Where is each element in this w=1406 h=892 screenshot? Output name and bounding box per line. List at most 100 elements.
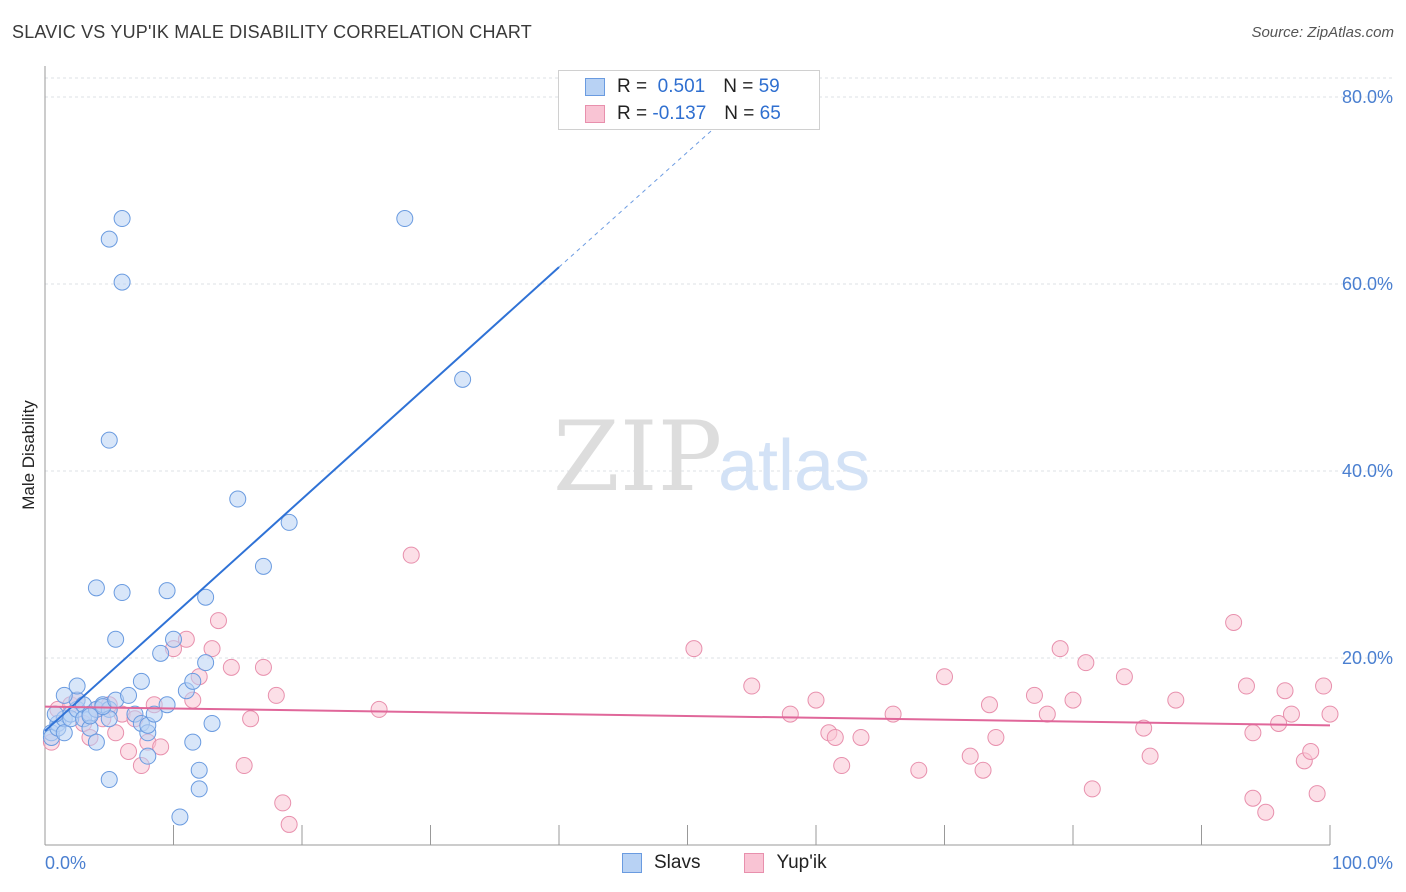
- yupik-point: [1077, 654, 1095, 672]
- x-tick-label: 100.0%: [1332, 853, 1393, 873]
- yupik-point: [974, 761, 992, 779]
- legend-n-value: 59: [758, 76, 780, 97]
- slavs-point: [87, 733, 105, 751]
- slavs-point: [113, 584, 131, 602]
- yupik-point: [1282, 705, 1300, 723]
- slavs-legend-label: Slavs: [654, 852, 701, 873]
- yupik-point: [120, 743, 138, 760]
- yupik-point: [222, 658, 240, 676]
- yupik-point: [254, 658, 272, 676]
- legend-r-value: -0.137: [652, 103, 707, 124]
- slavs-point: [145, 705, 163, 723]
- slavs-point: [132, 672, 150, 690]
- gridlines: [45, 77, 1395, 659]
- slavs-point: [396, 210, 414, 228]
- legend-r-label: R =: [617, 76, 648, 97]
- slavs-point: [280, 513, 298, 531]
- slavs-point: [184, 733, 202, 751]
- yupik-point: [1244, 789, 1262, 807]
- yupik-point: [203, 640, 221, 658]
- legend-n-label: N =: [724, 103, 755, 124]
- yupik-point: [1025, 686, 1043, 704]
- slavs-point: [120, 686, 138, 704]
- slavs-point: [113, 273, 131, 291]
- slavs-swatch: [585, 78, 605, 96]
- yupik-point: [781, 705, 799, 723]
- slavs-point: [165, 630, 182, 648]
- series-legend: Slavs Yup'ik: [622, 852, 871, 874]
- yupik-point: [209, 612, 227, 630]
- trend-lines: [44, 117, 1331, 732]
- correlation-legend: R = 0.501 N = 59 R = -0.137 N = 65: [558, 70, 820, 130]
- chart-title: SLAVIC VS YUP'IK MALE DISABILITY CORRELA…: [12, 22, 532, 42]
- yupik-point: [370, 700, 388, 718]
- slavs-point: [55, 686, 73, 704]
- legend-r-value: 0.501: [657, 76, 706, 97]
- yupik-point: [1244, 724, 1262, 742]
- yupik-legend-label: Yup'ik: [776, 852, 827, 873]
- slavs-trend-line: [44, 266, 560, 732]
- slavs-point: [100, 230, 118, 248]
- slavs-point: [107, 630, 125, 648]
- yupik-point: [807, 691, 825, 709]
- yupik-point: [274, 794, 292, 812]
- slavs-series: [42, 210, 472, 826]
- yupik-legend-swatch: [744, 853, 765, 873]
- yupik-point: [1141, 747, 1159, 765]
- yupik-point: [1064, 691, 1082, 709]
- slavs-point: [100, 771, 118, 789]
- y-tick-label: 20.0%: [1342, 648, 1393, 668]
- watermark-zip: ZIP: [553, 401, 722, 513]
- tick-labels: 20.0% 40.0% 60.0% 80.0% 0.0% 100.0%: [45, 87, 1393, 873]
- yupik-point: [107, 724, 125, 742]
- legend-row-yupik: R = -0.137 N = 65: [585, 102, 781, 126]
- slavs-point: [55, 724, 73, 742]
- legend-item-slavs[interactable]: Slavs: [622, 852, 700, 874]
- yupik-point: [280, 815, 298, 833]
- yupik-point: [833, 757, 851, 775]
- axes: [44, 66, 1331, 846]
- yupik-point: [1315, 677, 1333, 695]
- watermark-atlas: atlas: [718, 426, 870, 506]
- legend-item-yupik[interactable]: Yup'ik: [744, 852, 827, 874]
- slavs-point: [100, 431, 118, 449]
- yupik-point: [235, 757, 253, 775]
- legend-n-label: N =: [723, 76, 754, 97]
- yupik-point: [1276, 682, 1294, 700]
- legend-n-value: 65: [759, 103, 781, 124]
- slavs-point: [87, 579, 105, 597]
- slavs-point: [203, 714, 221, 732]
- yupik-point: [1083, 780, 1101, 798]
- slavs-point: [113, 210, 131, 228]
- slavs-point: [171, 808, 189, 826]
- yupik-point: [743, 677, 761, 695]
- yupik-point: [152, 738, 170, 756]
- y-tick-label: 80.0%: [1342, 87, 1393, 107]
- yupik-point: [242, 710, 260, 728]
- yupik-point: [1167, 691, 1185, 709]
- y-axis-label: Male Disability: [19, 400, 38, 510]
- yupik-point: [1135, 719, 1153, 737]
- yupik-swatch: [585, 105, 605, 123]
- yupik-point: [267, 686, 285, 704]
- watermark: ZIP atlas: [553, 401, 870, 513]
- legend-r-label: R =: [617, 103, 648, 124]
- yupik-point: [1038, 705, 1056, 723]
- slavs-point: [68, 677, 86, 695]
- yupik-point: [1225, 613, 1243, 631]
- yupik-point: [1321, 705, 1339, 723]
- slavs-point: [184, 672, 202, 690]
- yupik-point: [1270, 714, 1288, 732]
- yupik-point: [852, 728, 870, 746]
- yupik-point: [1257, 803, 1275, 821]
- slavs-point: [254, 557, 272, 575]
- slavs-point: [454, 370, 472, 388]
- yupik-series: [42, 546, 1339, 833]
- yupik-point: [980, 696, 998, 714]
- slavs-point: [81, 707, 99, 725]
- slavs-legend-swatch: [622, 853, 642, 873]
- slavs-point: [229, 490, 247, 508]
- yupik-point: [987, 728, 1005, 746]
- slavs-point: [190, 761, 208, 779]
